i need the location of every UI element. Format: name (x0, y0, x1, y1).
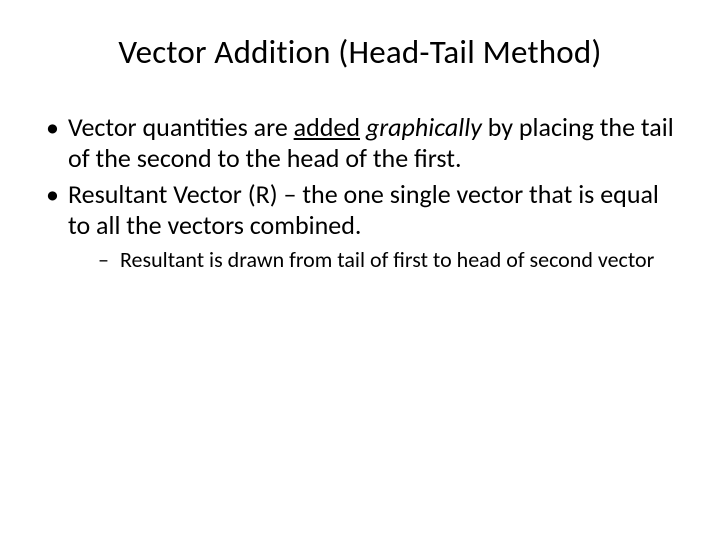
sub-bullet-list: Resultant is drawn from tail of first to… (68, 247, 684, 273)
slide-title: Vector Addition (Head-Tail Method) (36, 32, 684, 72)
slide: Vector Addition (Head-Tail Method) Vecto… (0, 0, 720, 540)
bullet-item: Resultant Vector (R) – the one single ve… (40, 179, 684, 273)
bullet-text: Resultant Vector (R) – the one single ve… (68, 178, 659, 241)
bullet-text-underlined: added (294, 111, 360, 143)
bullet-item: Vector quantities are added graphically … (40, 112, 684, 173)
sub-bullet-text: Resultant is drawn from tail of first to… (120, 246, 654, 273)
bullet-text-italic: graphically (366, 111, 482, 143)
bullet-text-pre: Vector quantities are (68, 111, 294, 143)
bullet-list: Vector quantities are added graphically … (36, 112, 684, 273)
sub-bullet-item: Resultant is drawn from tail of first to… (96, 247, 684, 273)
